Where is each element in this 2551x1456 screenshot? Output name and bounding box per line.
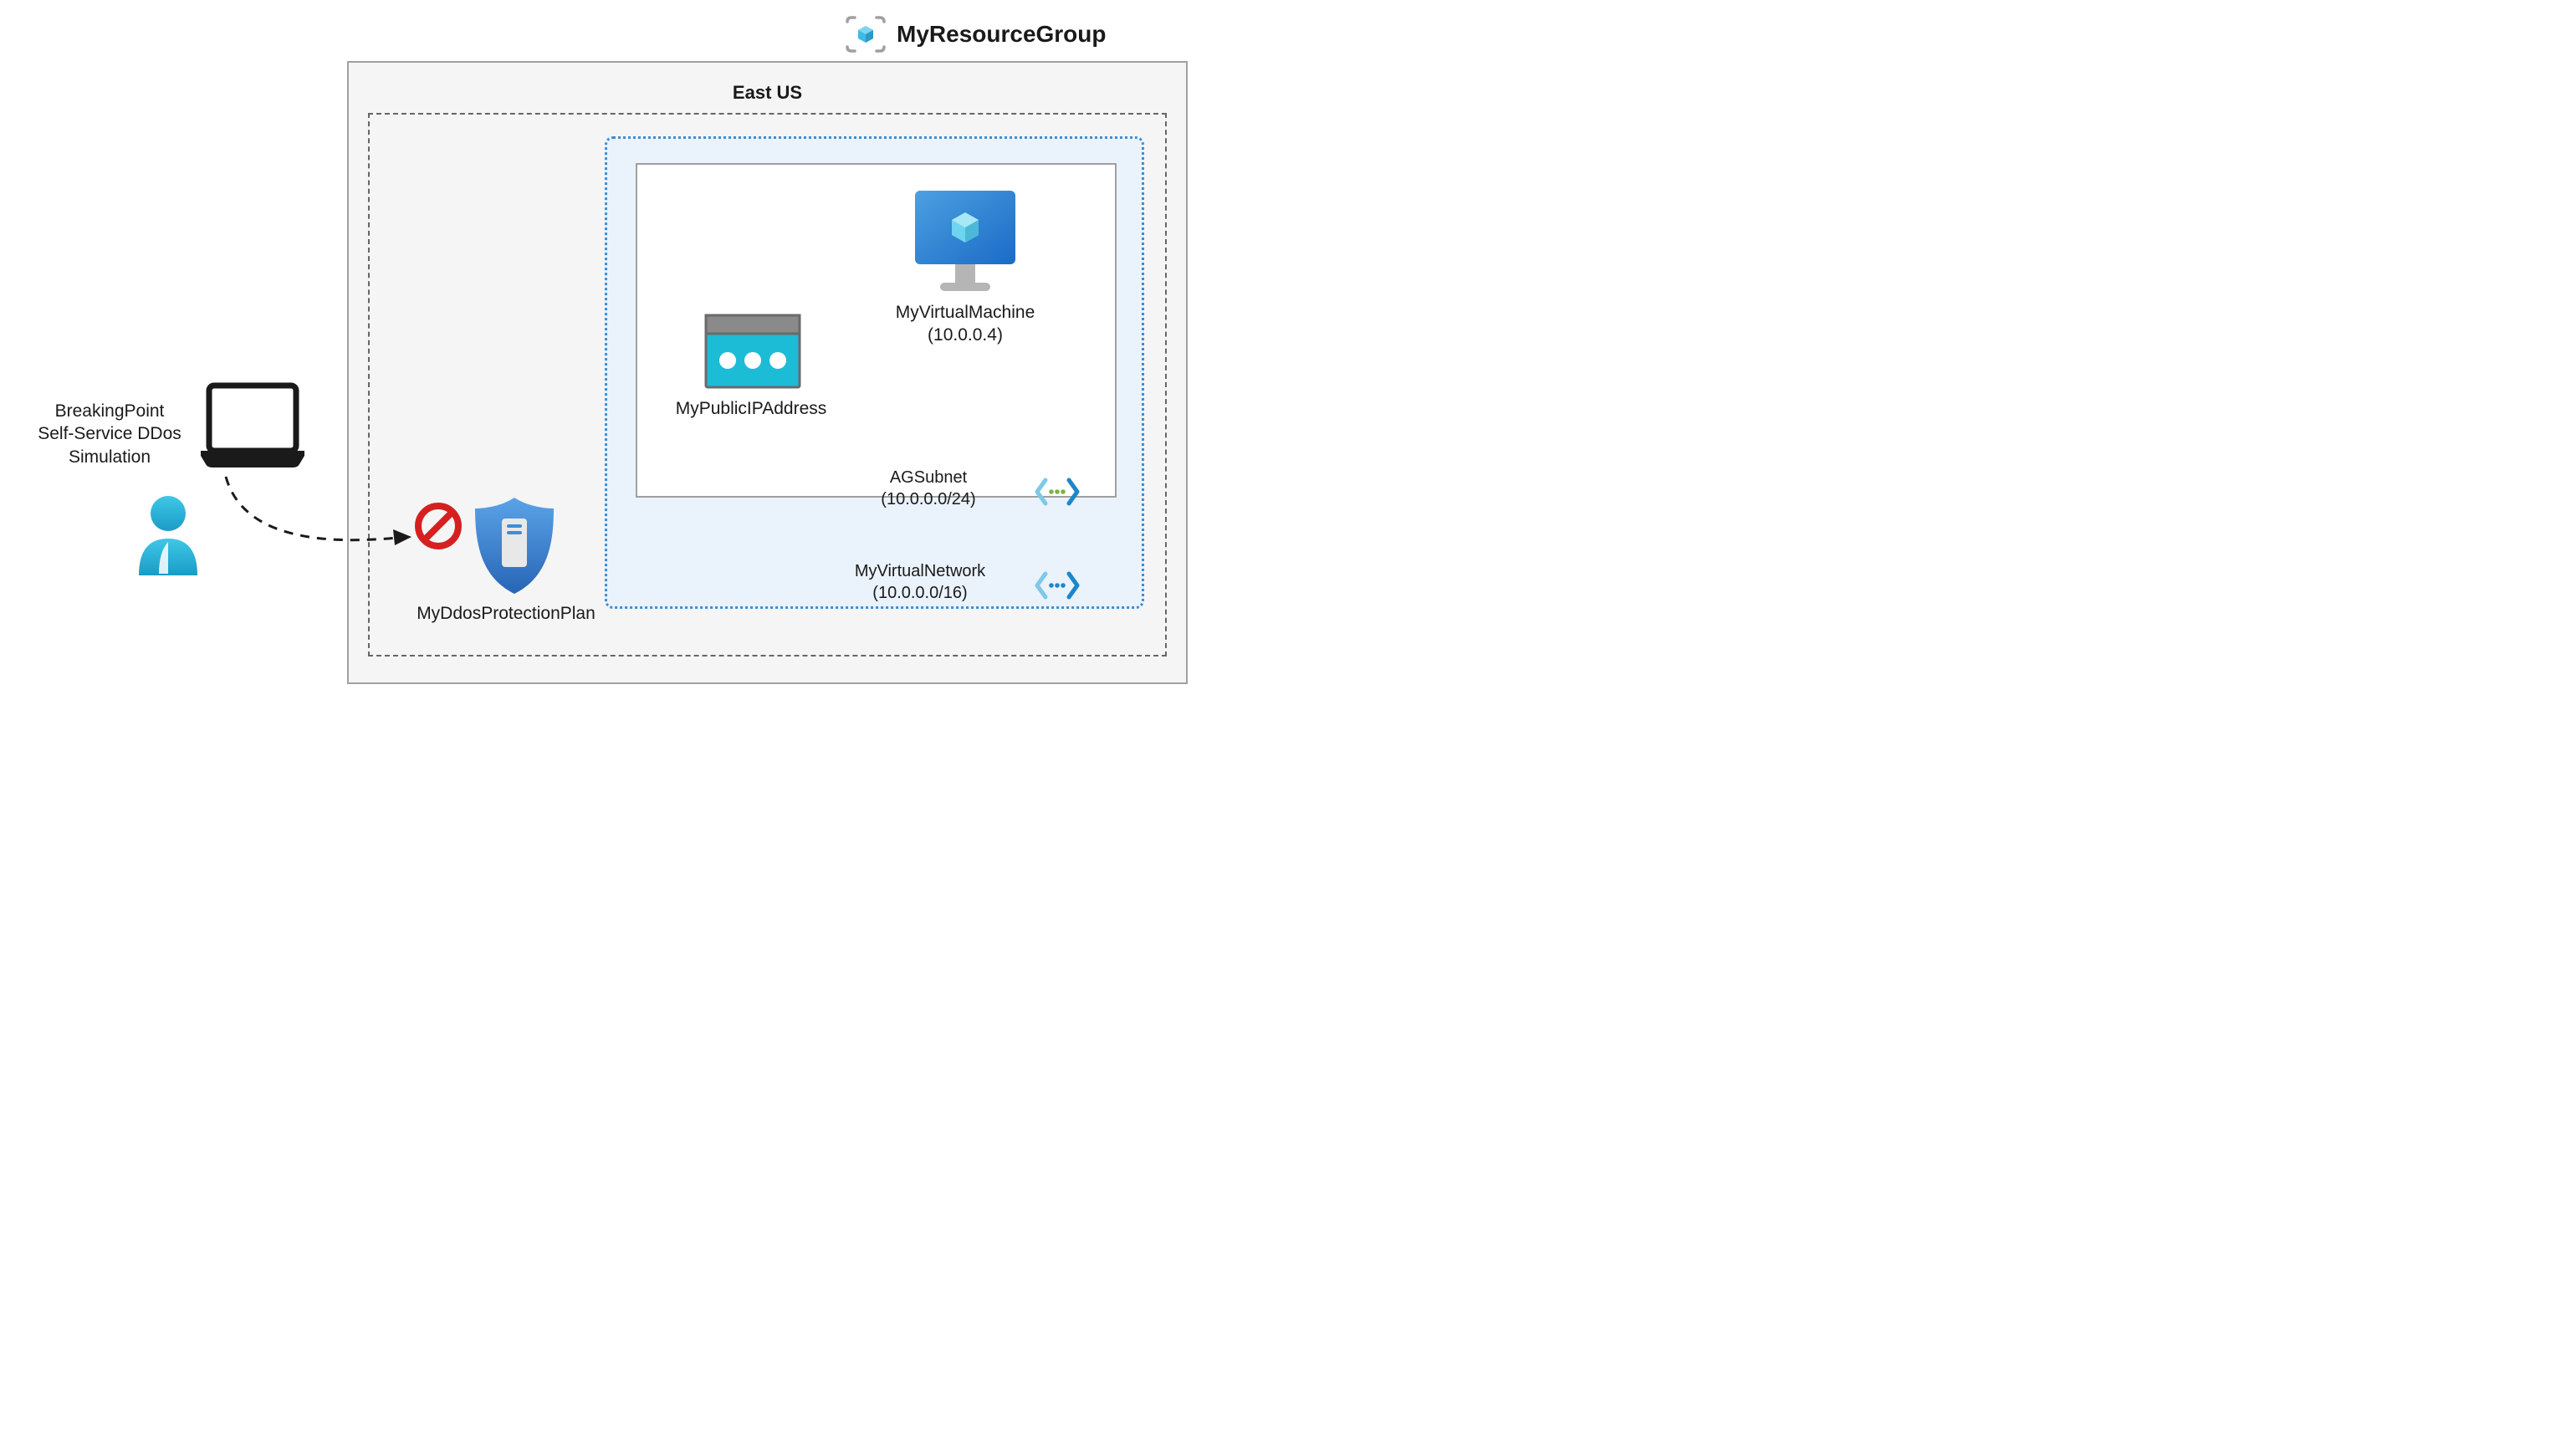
vnet-label-group: MyVirtualNetwork (10.0.0.0/16) [811, 560, 1029, 604]
attacker-label-1: BreakingPoint [23, 400, 196, 422]
attacker-label-2: Self-Service DDos [23, 422, 196, 445]
attack-arrow [209, 468, 418, 569]
region-label: East US [368, 81, 1167, 105]
vm-label: MyVirtualMachine [873, 301, 1057, 324]
resource-group-icon [845, 15, 887, 54]
resource-group-label: MyResourceGroup [897, 19, 1107, 49]
public-ip-icon [703, 312, 803, 391]
attacker-label-group: BreakingPoint Self-Service DDos Simulati… [23, 400, 196, 468]
subnet-label: AGSubnet [836, 467, 1020, 488]
public-ip-label: MyPublicIPAddress [667, 397, 835, 420]
subnet-label-group: AGSubnet (10.0.0.0/24) [836, 467, 1020, 510]
attacker-label-3: Simulation [23, 446, 196, 468]
laptop-icon [194, 381, 311, 473]
user-icon [134, 493, 202, 577]
vm-ip: (10.0.0.4) [873, 324, 1057, 346]
vm-label-group: MyVirtualMachine (10.0.0.4) [873, 301, 1057, 347]
vm-icon [907, 186, 1024, 295]
ddos-label: MyDdosProtectionPlan [397, 602, 615, 625]
subnet-cidr: (10.0.0.0/24) [836, 488, 1020, 510]
vnet-cidr: (10.0.0.0/16) [811, 582, 1029, 604]
vnet-icon [1034, 569, 1081, 602]
subnet-icon [1034, 475, 1081, 508]
resource-group-header: MyResourceGroup [845, 15, 1107, 54]
prohibit-icon [414, 502, 463, 550]
vnet-label: MyVirtualNetwork [811, 560, 1029, 582]
shield-icon [468, 493, 560, 598]
